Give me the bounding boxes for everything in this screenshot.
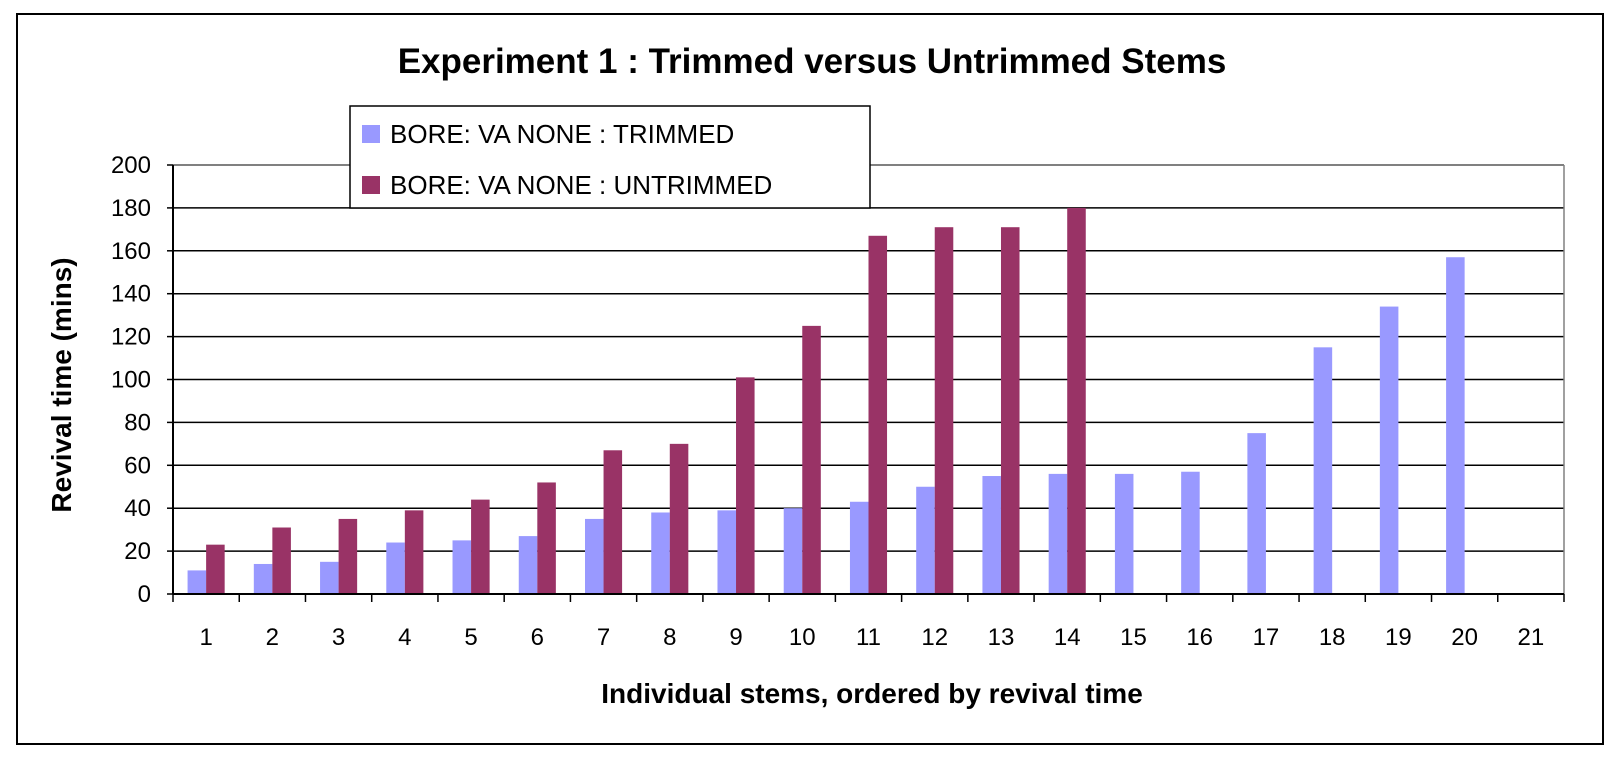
y-tick-label: 140	[111, 281, 151, 308]
bar-trimmed	[253, 563, 273, 594]
x-tick-label: 2	[266, 624, 279, 651]
x-tick-label: 18	[1319, 624, 1346, 651]
bar-untrimmed	[537, 482, 556, 594]
bar-trimmed	[452, 540, 472, 594]
bar-untrimmed	[669, 443, 689, 594]
x-tick-label: 10	[789, 624, 816, 651]
x-tick-label: 9	[729, 624, 742, 651]
y-tick-label: 100	[111, 367, 151, 394]
x-tick-label: 4	[398, 624, 411, 651]
bar-untrimmed	[471, 499, 490, 594]
x-tick-label: 15	[1120, 624, 1147, 651]
bar-untrimmed	[404, 510, 424, 594]
x-axis-title: Individual stems, ordered by revival tim…	[601, 678, 1143, 709]
y-tick-label: 0	[138, 581, 151, 608]
bar-untrimmed	[1000, 227, 1020, 594]
bar-trimmed	[982, 476, 1001, 594]
y-tick-label: 160	[111, 238, 151, 265]
legend-box	[349, 105, 871, 209]
bar-trimmed	[386, 542, 405, 594]
x-tick-label: 12	[921, 624, 948, 651]
y-tick-label: 20	[124, 538, 151, 565]
bar-untrimmed	[338, 518, 358, 594]
x-tick-label: 6	[531, 624, 544, 651]
bar-untrimmed	[868, 235, 888, 594]
bar-untrimmed	[272, 527, 291, 594]
y-tick-label: 200	[111, 152, 151, 179]
y-axis-title: Revival time (mins)	[46, 257, 77, 512]
bar-untrimmed	[934, 227, 954, 594]
x-tick-label: 17	[1253, 624, 1280, 651]
y-tick-label: 40	[124, 495, 151, 522]
x-tick-label: 5	[464, 624, 477, 651]
x-tick-label: 7	[597, 624, 610, 651]
legend: BORE: VA NONE : TRIMMED BORE: VA NONE : …	[349, 105, 871, 209]
bar-trimmed	[783, 508, 803, 594]
bar-trimmed	[651, 512, 670, 594]
legend-swatch-trimmed	[362, 125, 380, 143]
y-tick-label: 120	[111, 324, 151, 351]
bar-trimmed	[916, 486, 935, 594]
legend-label-trimmed: BORE: VA NONE : TRIMMED	[390, 119, 734, 149]
bar-trimmed	[320, 561, 339, 594]
bar-trimmed	[1114, 473, 1134, 594]
y-tick-label: 180	[111, 195, 151, 222]
bar-trimmed	[717, 510, 737, 594]
bar-trimmed	[1379, 306, 1399, 594]
x-tick-label: 20	[1451, 624, 1478, 651]
bar-untrimmed	[736, 377, 755, 594]
x-tick-label: 16	[1186, 624, 1213, 651]
x-tick-label: 8	[663, 624, 676, 651]
chart-title: Experiment 1 : Trimmed versus Untrimmed …	[398, 42, 1227, 81]
bar-untrimmed	[1067, 207, 1086, 594]
x-tick-label: 13	[988, 624, 1015, 651]
x-tick-label: 11	[856, 624, 881, 651]
bar-trimmed	[1181, 471, 1200, 594]
bar-untrimmed	[802, 325, 821, 594]
legend-label-untrimmed: BORE: VA NONE : UNTRIMMED	[390, 170, 772, 200]
bar-trimmed	[1048, 473, 1068, 594]
bar-trimmed	[1446, 257, 1465, 594]
x-tick-label: 14	[1054, 624, 1081, 651]
bar-trimmed	[1247, 433, 1266, 594]
bar-trimmed	[1313, 347, 1333, 594]
bar-trimmed	[187, 570, 207, 594]
bar-trimmed	[585, 518, 604, 594]
y-tick-label: 60	[124, 452, 151, 479]
x-tick-label: 19	[1385, 624, 1412, 651]
bar-trimmed	[849, 501, 869, 594]
bar-untrimmed	[206, 544, 225, 594]
y-tick-label: 80	[124, 409, 151, 436]
x-tick-label: 3	[332, 624, 345, 651]
legend-swatch-untrimmed	[362, 176, 380, 194]
x-tick-label: 1	[199, 624, 212, 651]
bar-untrimmed	[603, 450, 623, 594]
x-tick-label: 21	[1518, 624, 1545, 651]
bar-trimmed	[518, 536, 538, 594]
